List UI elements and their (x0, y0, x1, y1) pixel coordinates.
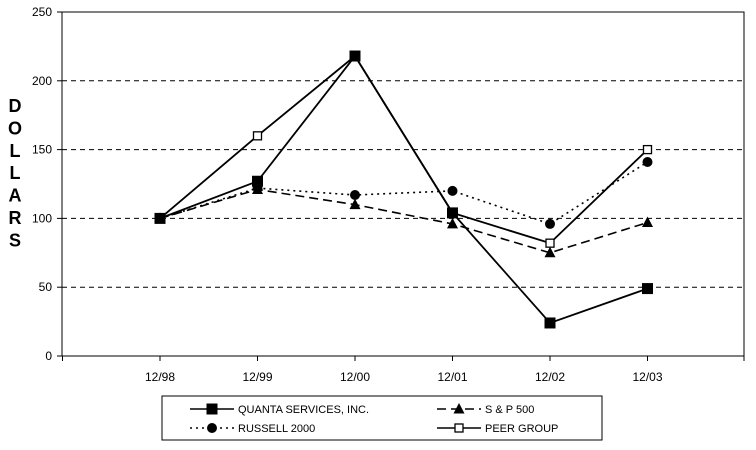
legend-marker (453, 403, 465, 414)
data-point (545, 238, 555, 248)
data-point (447, 185, 458, 196)
x-tick-label: 12/02 (535, 370, 565, 384)
y-tick-label: 250 (32, 5, 52, 19)
legend-box (161, 395, 603, 441)
data-point (642, 156, 653, 167)
legend-marker (454, 423, 464, 433)
series-s-p-500 (154, 183, 653, 258)
series (154, 50, 653, 329)
x-tick-label: 12/01 (437, 370, 467, 384)
x-tick-label: 12/03 (632, 370, 662, 384)
legend-label: RUSSELL 2000 (238, 423, 315, 435)
legend-item-russell-2000: RUSSELL 2000 (190, 423, 315, 435)
series-line (159, 188, 648, 254)
x-tick-label: 12/99 (242, 370, 272, 384)
data-point (642, 283, 653, 295)
x-tick-label: 12/00 (340, 370, 370, 384)
x-axis-ticks: 12/98 12/99 12/00 12/01 12/02 12/03 (62, 356, 745, 384)
legend-marker (206, 403, 218, 415)
series-quanta-services-inc (154, 50, 653, 329)
legend: QUANTA SERVICES, INC. S & P 500 RUSSELL 20… (161, 395, 603, 441)
data-point (447, 207, 458, 219)
y-tick-label: 150 (32, 143, 52, 157)
series-line (159, 54, 648, 325)
gridlines (62, 80, 744, 288)
data-point (252, 175, 263, 187)
y-tick-label: 100 (32, 211, 52, 225)
data-point (642, 216, 653, 228)
legend-label: PEER GROUP (485, 423, 558, 435)
data-point (349, 50, 361, 62)
y-axis-ticks: 0 50 100 150 200 250 (32, 5, 62, 363)
data-point (252, 183, 263, 195)
y-tick-label: 50 (39, 280, 53, 294)
legend-label: S & P 500 (485, 404, 534, 416)
data-point (544, 317, 556, 329)
legend-item-s-p-500: S & P 500 (437, 403, 534, 416)
data-point (642, 144, 653, 155)
data-point (154, 212, 166, 224)
y-tick-label: 0 (45, 349, 52, 363)
legend-marker (207, 423, 217, 433)
x-tick-label: 12/98 (145, 370, 175, 384)
data-point (545, 218, 555, 229)
y-tick-label: 200 (32, 74, 52, 88)
plot-frame (61, 11, 745, 357)
data-point (349, 198, 361, 210)
data-point (252, 131, 263, 141)
legend-item-peer-group: PEER GROUP (437, 423, 558, 435)
data-point (447, 217, 458, 229)
data-point (544, 246, 556, 258)
legend-item-quanta-services-inc: QUANTA SERVICES, INC. (190, 403, 369, 416)
series-line (159, 161, 648, 225)
data-point (350, 190, 360, 201)
legend-label: QUANTA SERVICES, INC. (238, 404, 369, 416)
